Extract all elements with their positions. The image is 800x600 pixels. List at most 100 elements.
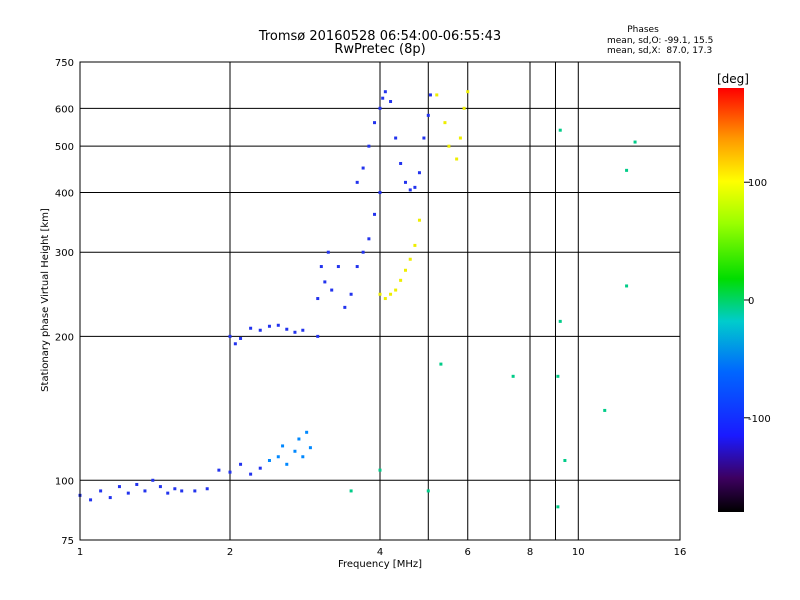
y-tick-label: 100 — [55, 476, 74, 487]
data-point — [435, 93, 439, 97]
x-axis-ticks: 1 2 4 6 8 10 16 — [77, 547, 687, 558]
data-point — [355, 180, 359, 184]
data-point — [143, 489, 147, 493]
data-point — [367, 144, 371, 148]
data-point — [166, 491, 170, 495]
data-point — [193, 489, 197, 493]
data-point — [408, 188, 412, 192]
data-point — [389, 292, 393, 296]
data-point — [447, 144, 451, 148]
data-point — [428, 93, 432, 97]
data-point — [117, 485, 121, 489]
x-axis-label: Frequency [MHz] — [338, 559, 422, 570]
y-tick-label: 75 — [61, 536, 74, 547]
data-point — [355, 265, 359, 269]
data-point — [408, 257, 412, 261]
data-point — [378, 190, 382, 194]
data-point — [563, 458, 567, 462]
data-point — [373, 212, 377, 216]
data-point — [466, 90, 470, 94]
data-point — [413, 185, 417, 189]
colorbar-ticks: 100 0 -100 — [744, 178, 771, 425]
data-point — [323, 280, 327, 284]
data-point — [349, 489, 353, 493]
x-tick-label: 4 — [377, 547, 383, 558]
data-point — [383, 90, 387, 94]
data-point — [297, 437, 301, 441]
x-tick-label: 2 — [227, 547, 233, 558]
data-point — [249, 472, 253, 476]
data-point — [301, 328, 305, 332]
data-point — [417, 171, 421, 175]
data-point — [276, 323, 280, 327]
data-point — [316, 334, 320, 338]
data-point — [293, 330, 297, 334]
x-tick-label: 6 — [465, 547, 471, 558]
data-point — [228, 334, 232, 338]
data-point — [126, 491, 130, 495]
data-point — [258, 328, 262, 332]
data-point — [233, 342, 237, 346]
data-point — [458, 136, 462, 140]
data-point — [383, 297, 387, 301]
data-point — [285, 327, 289, 331]
grid-lines — [80, 62, 680, 540]
data-point — [455, 157, 459, 161]
data-point — [330, 288, 334, 292]
data-point — [180, 489, 184, 493]
x-tick-label: 1 — [77, 547, 83, 558]
data-point — [258, 466, 262, 470]
data-point — [249, 326, 253, 330]
data-point — [173, 487, 177, 491]
data-point — [108, 496, 112, 500]
data-point — [394, 288, 398, 292]
data-point — [316, 297, 320, 301]
data-point — [361, 250, 365, 254]
stats-line-x: mean, sd,X: 87.0, 17.3 — [607, 46, 712, 56]
chart-subtitle: RwPretec (8p) — [334, 42, 425, 57]
data-point — [558, 319, 562, 323]
y-tick-label: 400 — [55, 188, 74, 199]
data-point — [343, 305, 347, 309]
data-points — [78, 90, 637, 509]
data-point — [413, 243, 417, 247]
data-point — [285, 462, 289, 466]
data-point — [426, 489, 430, 493]
data-point — [633, 140, 637, 144]
colorbar-tick-label: 100 — [748, 178, 767, 189]
data-point — [417, 218, 421, 222]
data-point — [381, 96, 385, 100]
data-point — [403, 180, 407, 184]
data-point — [336, 265, 340, 269]
data-point — [378, 106, 382, 110]
data-point — [378, 292, 382, 296]
x-tick-label: 8 — [527, 547, 533, 558]
data-point — [625, 168, 629, 172]
y-tick-label: 200 — [55, 332, 74, 343]
data-point — [99, 489, 103, 493]
x-tick-label: 16 — [674, 547, 687, 558]
data-point — [399, 161, 403, 165]
plot-area-frame — [79, 61, 681, 541]
data-point — [301, 455, 305, 459]
data-point — [151, 478, 155, 482]
data-point — [422, 136, 426, 140]
y-tick-label: 500 — [55, 142, 74, 153]
data-point — [378, 468, 382, 472]
data-point — [293, 449, 297, 453]
data-point — [158, 485, 162, 489]
data-point — [603, 408, 607, 412]
data-point — [394, 136, 398, 140]
data-point — [305, 430, 309, 434]
data-point — [308, 446, 312, 450]
data-point — [135, 482, 139, 486]
y-tick-label: 300 — [55, 248, 74, 259]
y-axis-ticks: 75 100 200 300 400 500 600 750 — [55, 58, 74, 547]
data-point — [239, 462, 243, 466]
data-point — [239, 336, 243, 340]
stats-line-o: mean, sd,O: -99.1, 15.5 — [607, 36, 713, 46]
data-point — [511, 374, 515, 378]
colorbar-tick-label: -100 — [748, 414, 771, 425]
data-point — [439, 362, 443, 366]
